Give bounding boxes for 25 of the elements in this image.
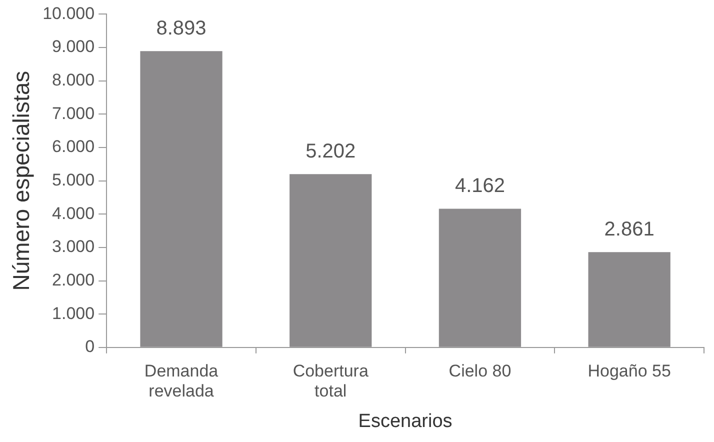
data-label: 4.162: [454, 175, 506, 198]
y-tick-label: 8.000: [52, 70, 95, 90]
bar: [438, 208, 522, 347]
data-label: 8.893: [156, 18, 206, 40]
bar: [140, 51, 222, 347]
data-label: 5.202: [306, 140, 356, 163]
x-tick-label: Demanda revelada: [144, 361, 219, 401]
y-tick-label: 10.000: [42, 4, 95, 23]
y-tick-label: 6.000: [52, 137, 95, 156]
bar: [290, 174, 372, 347]
y-tick-label: 1.000: [52, 304, 95, 323]
bar: [588, 252, 670, 347]
x-tick-label: Hogaño 55: [588, 361, 671, 380]
data-label: 2.861: [604, 218, 654, 241]
y-tick-label: 3.000: [52, 237, 95, 256]
y-axis-title: Número especialistas: [8, 70, 34, 291]
y-tick-label: 2.000: [52, 270, 95, 290]
x-tick-label: Cobertura total: [292, 361, 369, 401]
y-tick-label: 4.000: [52, 204, 95, 223]
y-tick-label: 7.000: [52, 104, 95, 123]
y-tick-label: 9.000: [52, 37, 95, 56]
y-tick-label: 5.000: [52, 170, 95, 190]
y-tick-label: 0: [85, 337, 95, 356]
x-tick-label: Cielo 80: [448, 361, 512, 380]
x-axis-title: Escenarios: [358, 410, 452, 432]
